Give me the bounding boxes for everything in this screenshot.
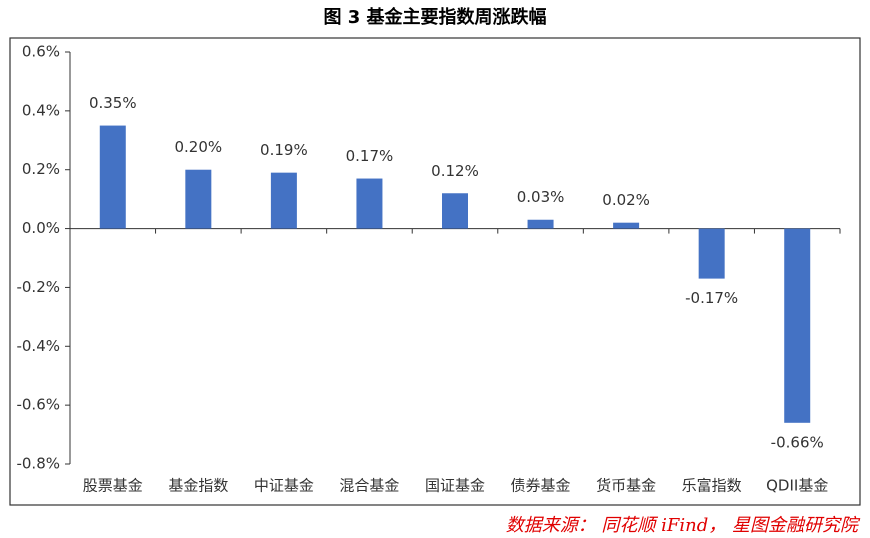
y-tick-label: 0.2% [22, 160, 60, 178]
y-tick-label: -0.8% [16, 455, 60, 473]
source-note: 数据来源： 同花顺 iFind， 星图金融研究院 [506, 515, 861, 536]
bar [270, 172, 297, 229]
x-tick-label: QDII基金 [766, 477, 828, 495]
data-label: 0.12% [431, 162, 479, 180]
data-label: 0.20% [175, 138, 223, 156]
bar [613, 222, 640, 229]
data-label: 0.17% [346, 147, 394, 165]
bar [356, 178, 383, 229]
data-label: 0.35% [89, 94, 137, 112]
x-tick-label: 国证基金 [425, 477, 485, 495]
bar [527, 219, 554, 229]
y-tick-label: -0.6% [16, 396, 60, 414]
x-tick-label: 股票基金 [83, 477, 143, 495]
x-tick-label: 乐富指数 [682, 477, 742, 495]
y-tick-label: 0.6% [22, 43, 60, 61]
chart-title: 图 3 基金主要指数周涨跌幅 [323, 6, 546, 28]
bar [698, 228, 725, 279]
y-tick-label: 0.0% [22, 219, 60, 237]
x-tick-label: 债券基金 [511, 477, 571, 495]
bar [442, 193, 468, 229]
data-label: -0.17% [685, 289, 738, 307]
bar [99, 125, 126, 229]
chart-frame [9, 37, 861, 506]
data-label: -0.66% [771, 433, 824, 451]
x-tick-label: 基金指数 [168, 477, 228, 495]
bar [185, 169, 212, 229]
x-tick-label: 混合基金 [339, 477, 399, 495]
y-tick-label: 0.4% [22, 101, 60, 119]
y-tick-label: -0.2% [16, 278, 60, 296]
x-tick-label: 货币基金 [596, 477, 656, 495]
bar [784, 228, 811, 423]
x-tick-label: 中证基金 [254, 477, 314, 495]
y-tick-label: -0.4% [16, 337, 60, 355]
data-label: 0.03% [517, 188, 565, 206]
data-label: 0.19% [260, 141, 308, 159]
data-label: 0.02% [602, 191, 650, 209]
